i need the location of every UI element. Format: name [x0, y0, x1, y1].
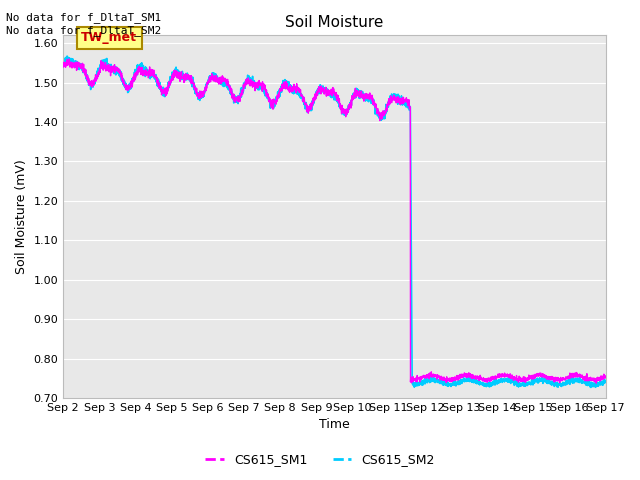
Text: No data for f_DltaT_SM1: No data for f_DltaT_SM1: [6, 12, 162, 23]
Text: TW_met: TW_met: [81, 31, 137, 44]
Title: Soil Moisture: Soil Moisture: [285, 15, 383, 30]
Legend: CS615_SM1, CS615_SM2: CS615_SM1, CS615_SM2: [200, 448, 440, 471]
X-axis label: Time: Time: [319, 419, 350, 432]
Y-axis label: Soil Moisture (mV): Soil Moisture (mV): [15, 159, 28, 274]
Text: No data for f_DltaT_SM2: No data for f_DltaT_SM2: [6, 25, 162, 36]
